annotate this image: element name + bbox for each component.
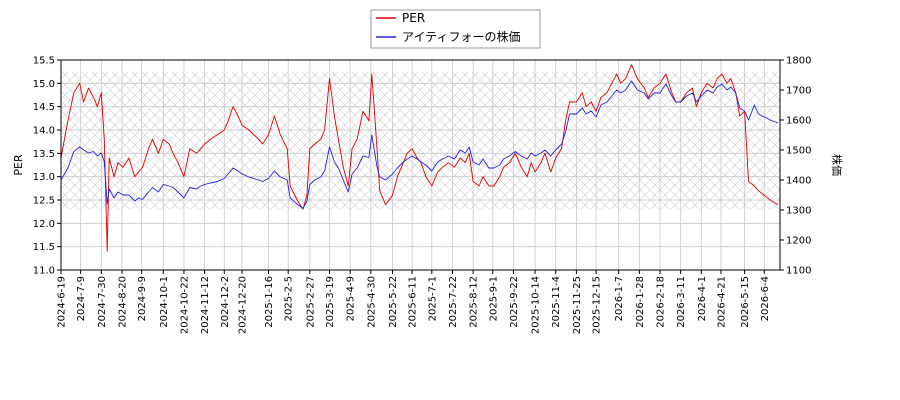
- x-tick-label: 2025-12-15: [592, 276, 603, 334]
- left-tick-label: 14.5: [33, 102, 55, 113]
- x-tick-label: 2025-8-12: [469, 276, 480, 328]
- x-tick-label: 2026-4-1: [697, 276, 708, 321]
- right-tick-label: 1800: [786, 56, 811, 67]
- left-tick-label: 15.5: [33, 56, 55, 67]
- x-tick-label: 2025-11-4: [551, 276, 562, 328]
- x-tick-label: 2026-1-28: [635, 276, 646, 328]
- x-tick-label: 2026-2-18: [656, 276, 667, 328]
- x-tick-label: 2025-9-1: [488, 276, 499, 321]
- x-tick-label: 2026-6-4: [760, 276, 771, 321]
- left-tick-label: 11.0: [33, 266, 55, 277]
- x-tick-label: 2025-11-25: [572, 276, 583, 334]
- x-tick-label: 2025-9-22: [509, 276, 520, 328]
- left-tick-label: 12.5: [33, 196, 55, 207]
- x-tick-label: 2025-3-19: [325, 276, 336, 328]
- right-tick-label: 1500: [786, 146, 811, 157]
- x-tick-label: 2025-7-1: [427, 276, 438, 321]
- left-tick-label: 11.5: [33, 242, 55, 253]
- x-tick-label: 2024-9-9: [137, 276, 148, 321]
- series-line-price: [61, 80, 779, 209]
- left-tick-label: 12.0: [33, 219, 55, 230]
- right-tick-label: 1300: [786, 206, 811, 217]
- grid: [60, 59, 780, 271]
- x-tick-label: 2024-12-2: [220, 276, 231, 328]
- legend-label-price: アイティフォーの株価: [402, 29, 520, 44]
- x-tick-label: 2025-6-11: [408, 276, 419, 328]
- x-tick-label: 2024-12-20: [237, 276, 248, 334]
- x-tick-label: 2024-10-22: [179, 276, 190, 334]
- x-tick-label: 2025-7-22: [448, 276, 459, 328]
- left-axis-ticks: 11.0 11.5 12.0 12.5 13.0 13.5 14.0 14.5 15.0 15.5: [33, 56, 61, 277]
- x-tick-label: 2026-5-15: [740, 276, 751, 328]
- x-tick-label: 2026-4-21: [716, 276, 727, 328]
- legend-label-per: PER: [402, 11, 425, 25]
- x-tick-label: 2025-4-30: [366, 276, 377, 328]
- x-tick-label: 2025-10-14: [531, 276, 542, 334]
- x-tick-label: 2024-7-9: [76, 276, 87, 321]
- x-tick-label: 2025-5-22: [388, 276, 399, 328]
- x-tick-label: 2025-2-27: [305, 276, 316, 328]
- x-tick-label: 2026-1-7: [614, 276, 625, 321]
- x-tick-label: 2024-7-30: [97, 276, 108, 328]
- x-tick-label: 2024-8-20: [117, 276, 128, 328]
- series-layer: [61, 64, 779, 252]
- left-axis-title: PER: [12, 154, 25, 176]
- right-tick-label: 1600: [786, 116, 811, 127]
- right-axis-ticks: 1100 1200 1300 1400 1500 1600 1700 1800: [780, 56, 811, 277]
- x-tick-label: 2025-4-9: [346, 276, 357, 321]
- right-axis-title: 株価: [830, 154, 844, 176]
- series-line-per: [61, 64, 779, 252]
- legend: PER アイティフォーの株価: [370, 9, 541, 49]
- left-tick-label: 13.5: [33, 149, 55, 160]
- x-tick-label: 2024-10-1: [159, 276, 170, 328]
- left-tick-label: 14.0: [33, 126, 55, 137]
- legend-box: [370, 9, 541, 49]
- x-tick-label: 2025-1-16: [264, 276, 275, 328]
- x-tick-label: 2025-2-5: [284, 276, 295, 321]
- x-tick-label: 2026-3-11: [676, 276, 687, 328]
- x-tick-label: 2024-6-19: [57, 276, 68, 328]
- x-tick-label: 2024-11-12: [200, 276, 211, 334]
- right-tick-label: 1400: [786, 176, 811, 187]
- right-tick-label: 1100: [786, 266, 811, 277]
- right-tick-label: 1700: [786, 86, 811, 97]
- plot-frame: [60, 59, 781, 271]
- x-axis-ticks: 2024-6-19 2024-7-9 2024-7-30 2024-8-20 2024-…: [57, 270, 771, 334]
- left-tick-label: 15.0: [33, 79, 55, 90]
- right-tick-label: 1200: [786, 236, 811, 247]
- left-tick-label: 13.0: [33, 172, 55, 183]
